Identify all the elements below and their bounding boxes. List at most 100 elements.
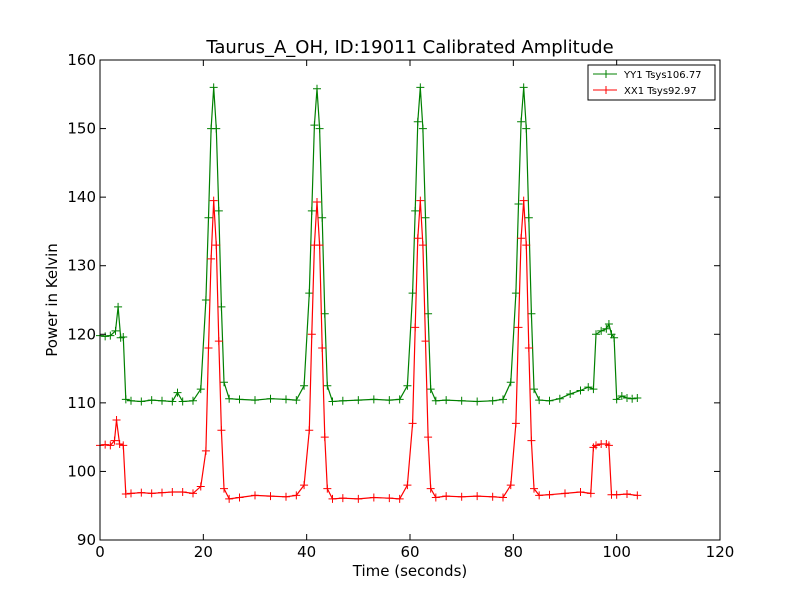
data-point [313, 197, 321, 206]
data-point [300, 381, 309, 390]
data-point [338, 494, 347, 503]
data-point [413, 234, 422, 243]
data-point [385, 494, 394, 503]
data-point [561, 489, 569, 498]
data-point [111, 326, 120, 335]
data-point [168, 397, 177, 406]
data-point [318, 213, 327, 222]
data-point [354, 494, 363, 503]
data-point [214, 206, 223, 215]
data-point [524, 344, 533, 352]
data-point [101, 440, 110, 449]
data-point [628, 394, 637, 403]
data-point [119, 441, 128, 450]
data-point [617, 392, 626, 400]
data-point [307, 330, 316, 339]
data-point [196, 385, 205, 394]
data-point [369, 395, 378, 404]
data-point [354, 396, 363, 405]
data-point [535, 491, 544, 500]
data-point [121, 490, 130, 499]
data-point [457, 396, 466, 405]
data-point [488, 492, 497, 501]
data-point [300, 481, 309, 490]
x-tick-label: 120 [706, 543, 735, 561]
data-point [115, 440, 124, 448]
data-point [519, 83, 528, 92]
y-tick-label: 90 [77, 531, 96, 549]
y-tick-label: 100 [67, 462, 96, 480]
data-point [106, 441, 115, 450]
data-point [511, 289, 520, 298]
data-point [522, 241, 531, 250]
data-point [204, 213, 213, 222]
data-point [431, 396, 440, 405]
x-tick-label: 100 [602, 543, 631, 561]
data-point [225, 494, 234, 503]
data-point [457, 492, 466, 501]
data-point [323, 381, 332, 390]
data-point [217, 302, 226, 311]
x-tick-label: 40 [297, 543, 316, 561]
data-point [597, 326, 606, 335]
data-point [408, 289, 417, 298]
legend: YY1 Tsys106.77 XX1 Tsys92.97 [587, 64, 716, 101]
data-point [305, 426, 314, 435]
data-point [442, 492, 451, 501]
data-point [517, 117, 526, 126]
x-tick-label: 20 [194, 543, 213, 561]
data-point [431, 493, 440, 502]
data-point [395, 494, 404, 503]
data-point [214, 337, 223, 346]
data-point [592, 330, 600, 339]
data-point [426, 484, 435, 493]
x-tick-label: 60 [400, 543, 419, 561]
data-point [527, 436, 536, 445]
data-point [282, 395, 290, 404]
data-point [209, 83, 218, 92]
data-point [220, 378, 228, 387]
legend-marker-xx1 [602, 86, 610, 94]
data-point [527, 309, 536, 318]
series-xx1 [96, 196, 642, 503]
data-point [633, 394, 642, 403]
data-point [424, 309, 433, 318]
data-point [623, 490, 631, 499]
legend-label-yy1: YY1 Tsys106.77 [623, 70, 702, 81]
data-point [147, 489, 156, 498]
data-point [633, 491, 642, 500]
data-point [204, 344, 213, 352]
data-point [201, 446, 210, 455]
data-point [530, 385, 538, 394]
data-point [545, 490, 554, 499]
data-point [251, 396, 259, 405]
data-point [189, 489, 197, 498]
data-point [473, 397, 482, 406]
data-point [305, 289, 314, 298]
data-point [584, 383, 593, 392]
data-point [112, 416, 121, 424]
data-point [517, 234, 526, 243]
data-point [395, 395, 404, 404]
y-tick-label: 130 [67, 257, 96, 275]
x-tick-label: 0 [95, 543, 105, 561]
data-point [514, 323, 523, 332]
y-tick-label: 140 [67, 188, 96, 206]
data-point [576, 488, 585, 496]
data-point [555, 394, 564, 403]
data-point [586, 489, 595, 498]
data-point [173, 388, 182, 397]
data-point [168, 488, 177, 496]
data-point [418, 124, 427, 133]
legend-label-xx1: XX1 Tsys92.97 [624, 86, 697, 97]
data-point [114, 302, 123, 311]
data-point [545, 396, 554, 405]
data-point [530, 484, 538, 493]
data-point [110, 436, 119, 445]
data-point [212, 124, 221, 133]
data-point [610, 333, 619, 342]
data-point [137, 397, 146, 406]
data-point [522, 124, 531, 133]
data-point [338, 396, 347, 405]
